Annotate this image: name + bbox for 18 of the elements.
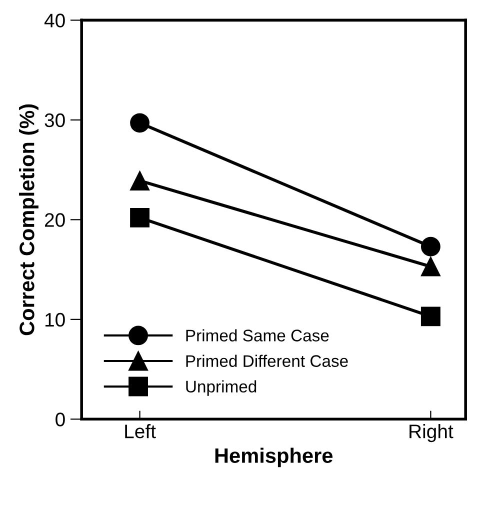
point bbox=[130, 171, 150, 190]
y-tick-label: 40 bbox=[44, 14, 65, 28]
point bbox=[130, 113, 150, 133]
legend-label: Primed Same Case bbox=[186, 329, 329, 342]
point bbox=[420, 256, 440, 276]
x-tick-label: Left bbox=[125, 424, 156, 438]
y-tick-label: 20 bbox=[44, 213, 65, 227]
legend-label: Unprimed bbox=[186, 380, 256, 396]
y-tick-label: 30 bbox=[44, 113, 65, 128]
x-axis-title: Hemisphere bbox=[215, 448, 333, 468]
point bbox=[130, 208, 150, 228]
x-tick-label: Right bbox=[410, 424, 454, 442]
y-axis-title: Correct Completion (%) bbox=[19, 104, 38, 336]
point bbox=[420, 306, 440, 326]
legend-label: Primed Different Case bbox=[186, 354, 348, 367]
y-tick-label: 0 bbox=[56, 412, 65, 426]
y-tick-label: 10 bbox=[45, 312, 65, 327]
point bbox=[420, 236, 440, 256]
